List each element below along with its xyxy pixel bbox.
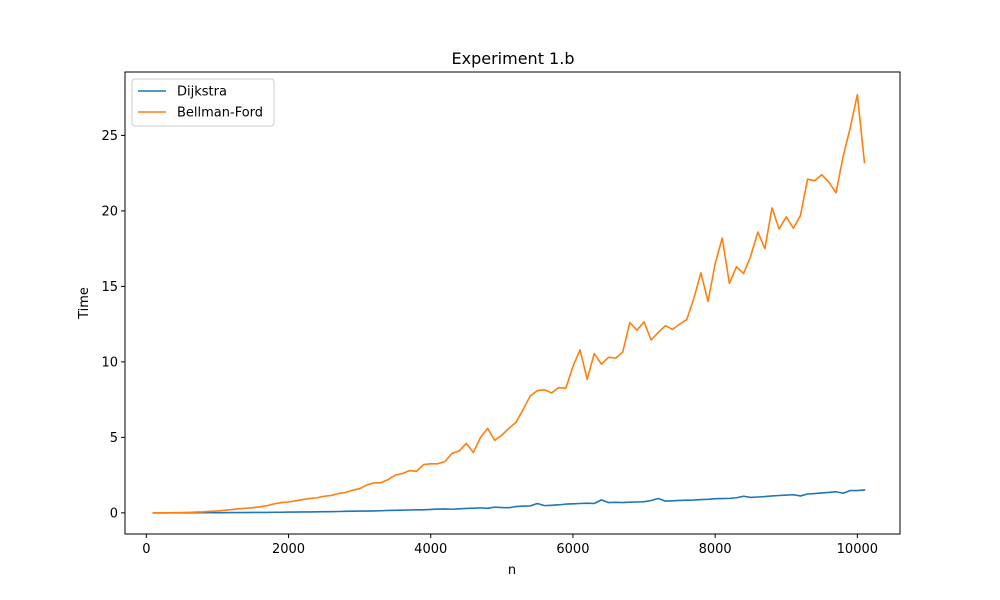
chart-title: Experiment 1.b (452, 49, 575, 68)
legend-label: Bellman-Ford (177, 106, 263, 121)
x-axis-ticks: 0 2000 4000 6000 8000 10000 (142, 534, 878, 557)
legend: Dijkstra Bellman-Ford (131, 78, 275, 127)
y-tick-label: 25 (101, 129, 118, 144)
legend-label: Dijkstra (177, 85, 227, 100)
x-tick-label: 2000 (272, 542, 305, 557)
y-tick-label: 10 (101, 355, 118, 370)
y-axis-ticks: 0 5 10 15 20 25 (101, 129, 125, 521)
y-tick-label: 15 (101, 280, 118, 295)
x-axis-label: n (508, 563, 516, 578)
x-tick-label: 0 (142, 542, 150, 557)
x-tick-label: 4000 (414, 542, 447, 557)
series-line-bellman-ford (152, 93, 866, 514)
series-line-dijkstra (152, 489, 866, 514)
x-tick-label: 8000 (699, 542, 732, 557)
legend-items: Dijkstra Bellman-Ford (138, 85, 263, 121)
x-tick-label: 6000 (556, 542, 589, 557)
y-tick-label: 0 (110, 506, 118, 521)
y-axis-label: Time (77, 287, 92, 320)
legend-box (131, 78, 275, 127)
plot-area-frame (124, 71, 901, 535)
y-tick-label: 20 (101, 204, 118, 219)
series-layer (152, 93, 866, 514)
x-tick-label: 10000 (837, 542, 878, 557)
y-tick-label: 5 (110, 431, 118, 446)
